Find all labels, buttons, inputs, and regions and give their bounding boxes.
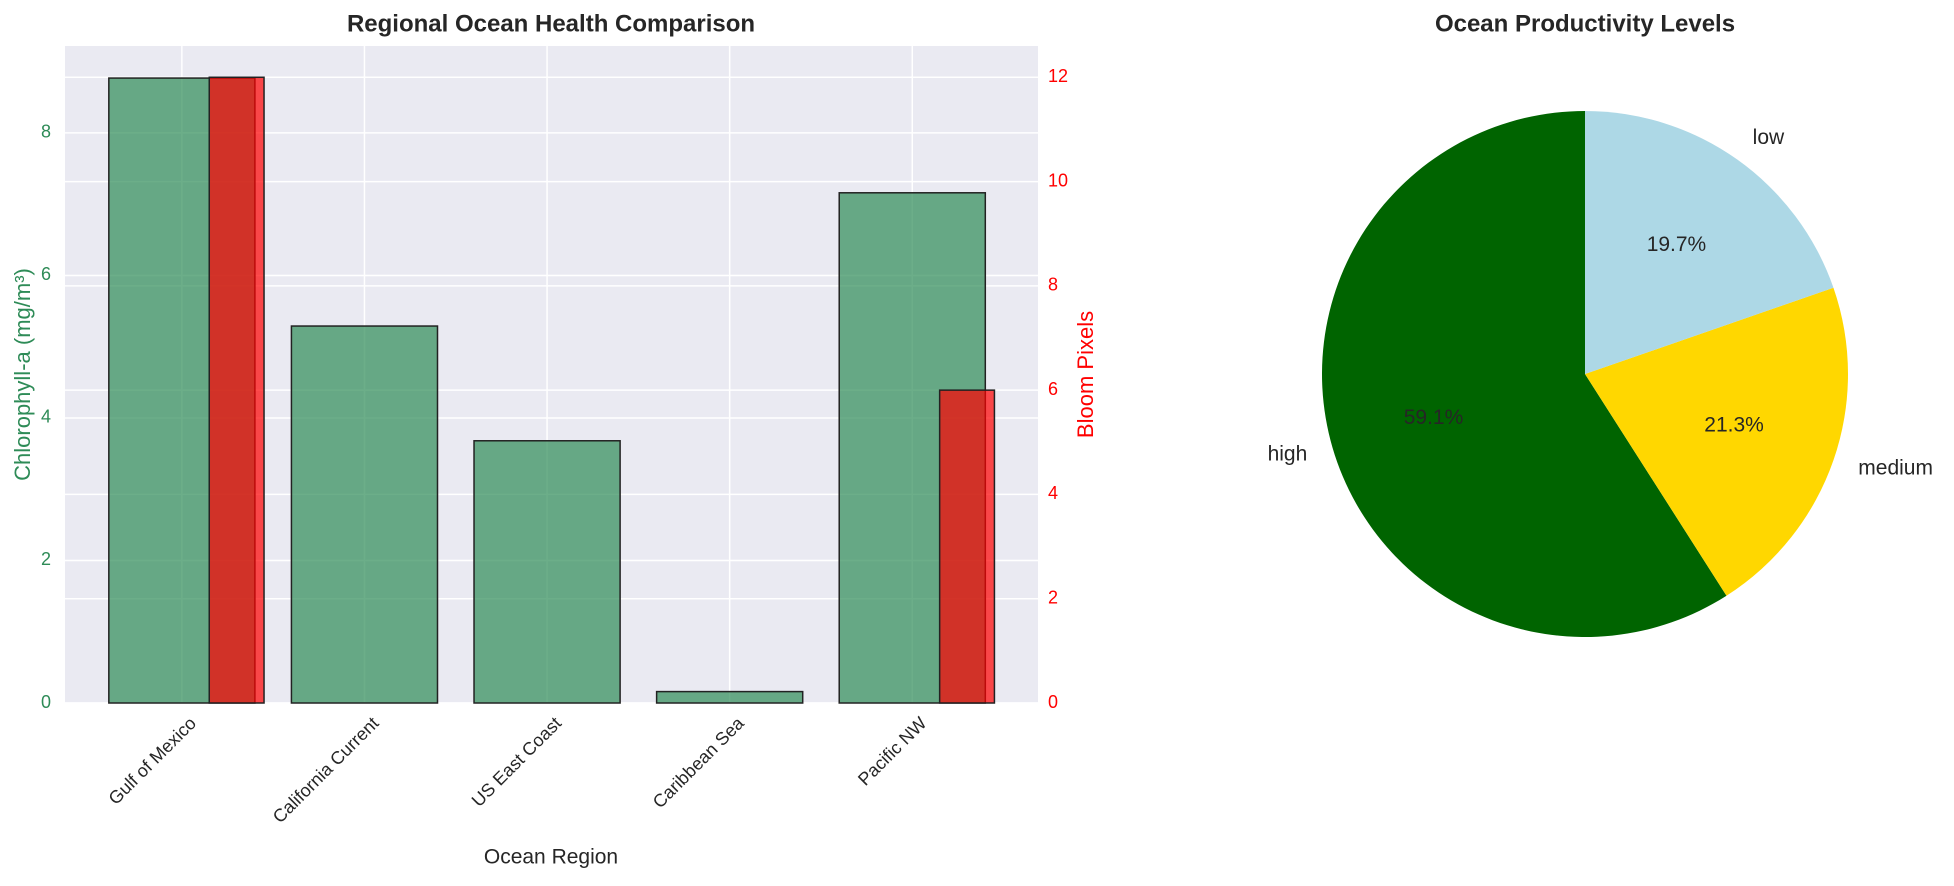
bar <box>655 690 804 704</box>
pie-title: Ocean Productivity Levels <box>1435 10 1735 37</box>
pie-label: high <box>1268 443 1308 466</box>
x-tick-label: Caribbean Sea <box>649 712 749 812</box>
y2-tick-label: 12 <box>1048 66 1068 86</box>
y-tick-label: 6 <box>41 264 51 284</box>
pie-label: medium <box>1858 456 1933 479</box>
pie-slice <box>1585 111 1834 374</box>
bar <box>473 440 621 704</box>
pie-pct-label: 59.1% <box>1404 406 1464 429</box>
x-axis-label: Ocean Region <box>484 846 618 869</box>
bar <box>938 389 996 704</box>
y-tick-label: 0 <box>41 692 51 712</box>
pie-label: low <box>1753 126 1785 149</box>
x-tick-label: California Current <box>269 713 383 827</box>
y2-tick-label: 0 <box>1048 692 1058 712</box>
pie-pct-label: 21.3% <box>1704 413 1764 436</box>
bar <box>208 76 265 704</box>
y2-tick-label: 8 <box>1048 275 1058 295</box>
y2-tick-label: 2 <box>1048 587 1058 607</box>
chart-title: Regional Ocean Health Comparison <box>347 10 755 37</box>
y2-tick-label: 4 <box>1048 483 1058 503</box>
y2-tick-label: 6 <box>1048 379 1058 399</box>
x-tick-label: US East Coast <box>468 713 566 811</box>
pie-slice <box>1322 111 1727 637</box>
pie-pct-label: 19.7% <box>1647 233 1707 256</box>
x-tick-label: Gulf of Mexico <box>105 713 200 808</box>
x-tick-label: Pacific NW <box>854 713 930 789</box>
y-axis-label: Chlorophyll-a (mg/m³) <box>10 268 35 481</box>
bar <box>290 325 439 704</box>
pie-slice <box>1585 287 1848 596</box>
y-tick-label: 2 <box>41 549 51 569</box>
y2-axis-label: Bloom Pixels <box>1073 311 1098 438</box>
y-tick-label: 4 <box>41 407 51 427</box>
y-tick-label: 8 <box>41 122 51 142</box>
y2-tick-label: 10 <box>1048 170 1068 190</box>
